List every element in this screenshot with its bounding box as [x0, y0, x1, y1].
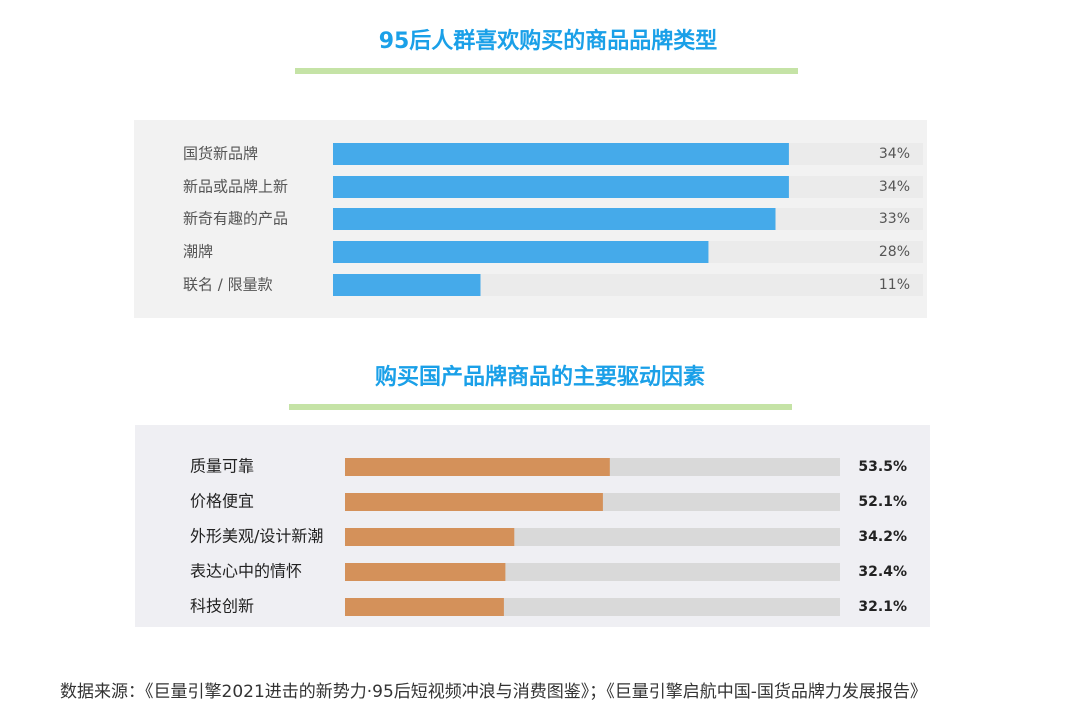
title-underline	[289, 404, 792, 410]
value-label: 52.1%	[858, 494, 907, 510]
category-label: 国货新品牌	[183, 145, 258, 163]
bar	[333, 274, 481, 296]
bar	[333, 208, 776, 230]
category-label: 表达心中的情怀	[190, 562, 302, 581]
bar	[345, 528, 515, 546]
category-label: 科技创新	[190, 597, 254, 616]
value-label: 32.4%	[858, 564, 907, 580]
value-label: 34%	[879, 179, 910, 195]
title-underline	[295, 68, 798, 74]
bar	[345, 598, 504, 616]
bar	[333, 143, 789, 165]
bar	[345, 493, 603, 511]
value-label: 34.2%	[858, 529, 907, 545]
category-label: 外形美观/设计新潮	[190, 527, 323, 546]
value-label: 28%	[879, 244, 910, 260]
category-label: 潮牌	[183, 243, 213, 261]
bar	[345, 563, 506, 581]
chart-title: 95后人群喜欢购买的商品品牌类型	[379, 28, 718, 54]
bar	[333, 176, 789, 198]
category-label: 联名 / 限量款	[183, 276, 273, 294]
source-note: 数据来源：《巨量引擎2021进击的新势力·95后短视频冲浪与消费图鉴》；《巨量引…	[60, 682, 927, 702]
value-label: 33%	[879, 211, 910, 227]
category-label: 质量可靠	[190, 457, 254, 476]
bar	[345, 458, 610, 476]
bar	[333, 241, 709, 263]
value-label: 11%	[879, 277, 910, 293]
category-label: 新奇有趣的产品	[183, 210, 288, 228]
category-label: 价格便宜	[190, 492, 254, 511]
value-label: 53.5%	[858, 459, 907, 475]
value-label: 34%	[879, 146, 910, 162]
chart-title: 购买国产品牌商品的主要驱动因素	[375, 364, 705, 390]
category-label: 新品或品牌上新	[183, 178, 288, 196]
value-label: 32.1%	[858, 599, 907, 615]
